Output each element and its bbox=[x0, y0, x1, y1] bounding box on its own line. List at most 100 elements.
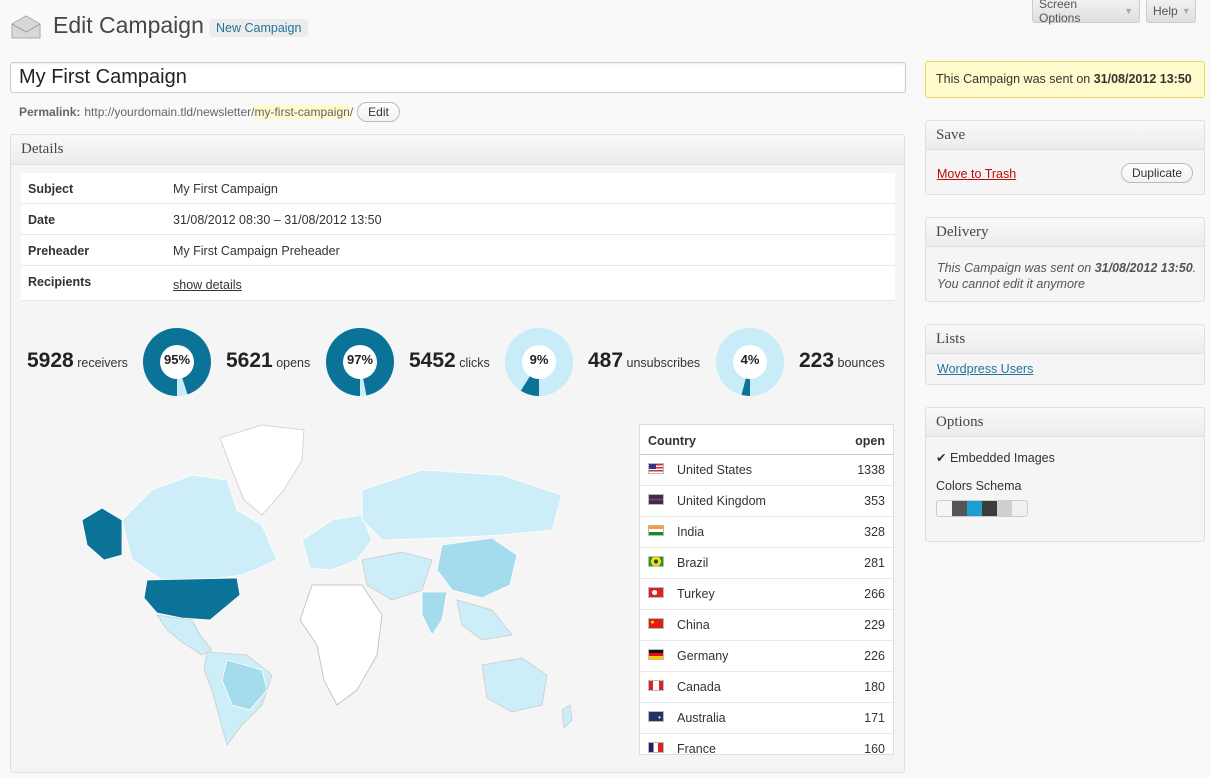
newsletter-logo-icon bbox=[10, 14, 42, 42]
row-value: My First Campaign bbox=[173, 182, 278, 196]
map-europe bbox=[301, 514, 373, 571]
map-alaska bbox=[81, 507, 123, 561]
stat-number: 223 bbox=[799, 349, 835, 372]
row-value: My First Campaign Preheader bbox=[173, 244, 340, 258]
donut-hole bbox=[160, 345, 194, 379]
color-swatch[interactable] bbox=[1012, 501, 1027, 516]
details-row-preheader: Preheader My First Campaign Preheader bbox=[21, 235, 895, 266]
country-table: Country open United States 1338 United K… bbox=[639, 424, 894, 755]
stat-label: opens bbox=[276, 356, 311, 370]
donut-hole bbox=[343, 345, 377, 379]
stat-clicks: 5452 clicks bbox=[409, 349, 490, 373]
world-map[interactable] bbox=[62, 420, 592, 755]
open-count: 171 bbox=[864, 711, 885, 725]
stat-label: receivers bbox=[77, 356, 128, 370]
column-open[interactable]: open bbox=[855, 434, 885, 448]
lists-box: Lists Wordpress Users bbox=[925, 324, 1205, 385]
table-row: Germany 226 bbox=[640, 641, 893, 672]
open-count: 353 bbox=[864, 494, 885, 508]
open-count: 226 bbox=[864, 649, 885, 663]
lists-heading: Lists bbox=[926, 325, 1204, 354]
edit-permalink-button[interactable]: Edit bbox=[357, 102, 400, 122]
page-title: Edit Campaign bbox=[53, 12, 204, 38]
germany-flag-icon bbox=[648, 649, 664, 660]
country-name: France bbox=[677, 742, 716, 755]
country-name: United Kingdom bbox=[677, 494, 766, 508]
stat-bounces: 223 bounces bbox=[799, 349, 885, 373]
stat-label: clicks bbox=[459, 356, 490, 370]
turkey-flag-icon bbox=[648, 587, 664, 598]
canada-flag-icon bbox=[648, 680, 664, 691]
table-row: Canada 180 bbox=[640, 672, 893, 703]
options-heading: Options bbox=[926, 408, 1204, 437]
map-new-zealand bbox=[561, 704, 573, 729]
donut-hole bbox=[522, 345, 556, 379]
delivery-suffix: . bbox=[1192, 261, 1197, 275]
delivery-text: This Campaign was sent on 31/08/2012 13:… bbox=[937, 260, 1196, 292]
options-box: Options ✔ Embedded Images Colors Schema bbox=[925, 407, 1205, 542]
country-name: Germany bbox=[677, 649, 729, 663]
delivery-date: 31/08/2012 13:50 bbox=[1094, 261, 1193, 275]
table-row: India 328 bbox=[640, 517, 893, 548]
color-swatch[interactable] bbox=[952, 501, 967, 516]
country-name: Turkey bbox=[677, 587, 715, 601]
india-flag-icon bbox=[648, 525, 664, 536]
new-campaign-button[interactable]: New Campaign bbox=[209, 19, 309, 37]
stat-receivers: 5928 receivers bbox=[27, 349, 128, 373]
details-heading: Details bbox=[11, 135, 904, 165]
list-link-wordpress-users[interactable]: Wordpress Users bbox=[937, 362, 1034, 376]
country-name: Australia bbox=[677, 711, 726, 725]
map-southeast-asia bbox=[456, 599, 513, 641]
country-table-header: Country open bbox=[640, 425, 893, 455]
country-name: China bbox=[677, 618, 710, 632]
screen-options-tab[interactable]: Screen Options ▼ bbox=[1032, 0, 1140, 25]
bounces-donut: 4% bbox=[715, 327, 785, 397]
campaign-title-input[interactable] bbox=[10, 62, 906, 93]
help-tab[interactable]: Help ▼ bbox=[1146, 0, 1196, 23]
map-india bbox=[421, 591, 448, 636]
delivery-line2: You cannot edit it anymore bbox=[937, 277, 1086, 291]
donut-percent: 97% bbox=[346, 352, 374, 367]
open-count: 281 bbox=[864, 556, 885, 570]
caret-down-icon: ▼ bbox=[1181, 6, 1191, 16]
color-swatch[interactable] bbox=[982, 501, 997, 516]
stat-number: 5621 bbox=[226, 349, 273, 372]
row-label: Subject bbox=[28, 182, 74, 196]
table-row: France 160 bbox=[640, 734, 893, 755]
open-count: 229 bbox=[864, 618, 885, 632]
color-swatch[interactable] bbox=[967, 501, 982, 516]
save-heading: Save bbox=[926, 121, 1204, 150]
show-details-link[interactable]: show details bbox=[173, 278, 242, 292]
column-country[interactable]: Country bbox=[648, 434, 696, 448]
donut-chart bbox=[505, 328, 573, 396]
color-swatches bbox=[936, 500, 1028, 517]
country-name: Brazil bbox=[677, 556, 709, 570]
table-row: China 229 bbox=[640, 610, 893, 641]
open-count: 1338 bbox=[857, 463, 885, 477]
duplicate-button[interactable]: Duplicate bbox=[1120, 163, 1193, 183]
stat-unsubscribes: 487 unsubscribes bbox=[588, 349, 700, 373]
map-greenland bbox=[219, 424, 305, 516]
stat-number: 5928 bbox=[27, 349, 74, 372]
embedded-images-option: ✔ Embedded Images bbox=[936, 451, 1055, 465]
donut-hole bbox=[733, 345, 767, 379]
open-count: 266 bbox=[864, 587, 885, 601]
table-row: United States 1338 bbox=[640, 455, 893, 486]
table-row: United Kingdom 353 bbox=[640, 486, 893, 517]
color-swatch[interactable] bbox=[937, 501, 952, 516]
open-count: 180 bbox=[864, 680, 885, 694]
permalink-slug: my-first-campaign bbox=[254, 105, 350, 119]
donut-chart bbox=[716, 328, 784, 396]
permalink-end: / bbox=[349, 105, 354, 119]
map-brazil bbox=[221, 659, 268, 711]
country-name: Canada bbox=[677, 680, 721, 694]
country-name: United States bbox=[677, 463, 753, 477]
move-to-trash-link[interactable]: Move to Trash bbox=[937, 167, 1017, 181]
details-row-date: Date 31/08/2012 08:30 – 31/08/2012 13:50 bbox=[21, 204, 895, 235]
donut-percent: 4% bbox=[740, 352, 760, 367]
australia-flag-icon bbox=[648, 711, 664, 722]
open-count: 328 bbox=[864, 525, 885, 539]
stat-opens: 5621 opens bbox=[226, 349, 310, 373]
brazil-flag-icon bbox=[648, 556, 664, 567]
color-swatch[interactable] bbox=[997, 501, 1012, 516]
